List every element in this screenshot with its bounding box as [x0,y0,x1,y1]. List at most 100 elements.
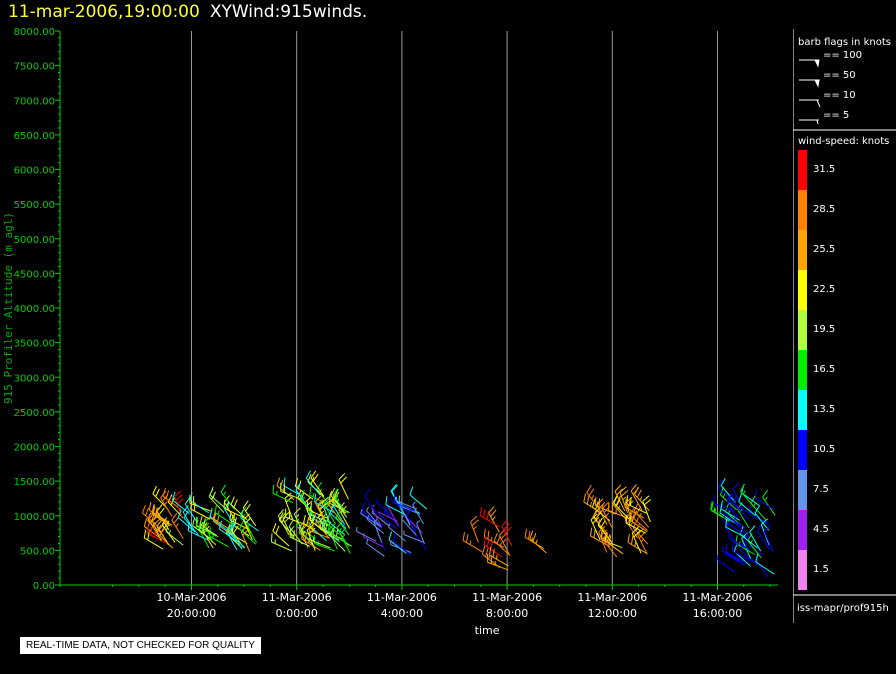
barb-shaft [462,540,483,553]
wind-barb [270,533,292,552]
barb-half-feather [341,534,346,538]
barb-feather [306,517,310,526]
grid-lines [191,31,719,585]
barb-shaft [321,528,340,543]
barb-feather [586,495,590,505]
barb-feather [603,505,611,513]
barb-feather [328,497,334,506]
barb-shaft [182,511,195,532]
speed-legend-label: 4.5 [813,524,829,535]
barb-feather [276,477,281,486]
barb-feather [488,506,495,514]
speed-legend-label: 28.5 [813,204,836,215]
wind-barb [142,504,160,528]
title-timestamp: 11-mar-2006,19:00:00 [8,2,200,22]
barb-feather [501,519,508,527]
barb-feather [496,535,501,544]
barb-feather [503,523,510,531]
barb-half-feather [490,536,493,542]
barb-feather [327,522,331,532]
barb-legend-label: == 100 [823,50,863,61]
barb-feather [739,526,744,535]
barb-shaft [385,504,406,516]
speed-legend-label: 13.5 [813,404,836,415]
barb-feather [720,477,726,486]
barb-half-feather [325,518,329,523]
barb-feather [245,503,251,512]
wind-barb [401,514,417,536]
barb-feather [627,500,631,510]
y-tick-label: 5500.00 [14,200,55,211]
barb-half-feather [728,534,731,539]
y-tick-label: 6500.00 [14,131,55,142]
barb-feather [527,530,531,540]
wind-barb [288,519,303,545]
barb-feather [630,535,634,545]
barb-feather [637,528,644,535]
wind-barb [755,555,769,578]
y-tick-label: 1000.00 [14,512,55,523]
barb-feather [626,495,629,504]
wind-barb [590,513,601,541]
barb-shaft [725,551,746,563]
wind-barb [364,488,378,515]
barb-shaft [160,497,173,517]
barb-feather [636,489,642,498]
barb-feather [332,526,335,535]
barb-half-feather [473,526,477,530]
wind-barb [314,493,335,513]
barb-shaft [394,502,415,512]
speed-color-swatch [798,390,807,430]
barb-feather [723,512,726,522]
barb-feather [470,515,478,523]
wind-barb [413,524,427,550]
barb-half-feather [495,554,498,560]
barb-shaft [740,534,759,549]
wind-barb [725,543,746,563]
barb-feather [603,531,608,541]
barb-feather [340,476,347,484]
barb-feather [143,529,147,539]
wind-barb [608,502,630,520]
barb-feather [409,486,414,496]
y-axis: 0.00 500.00 1000.00 1500.00 2000.00 2500.00 30… [14,27,61,592]
barb-feather [364,488,371,497]
barb-shaft [376,502,394,518]
barb-feather [760,518,769,525]
barb-feather [184,496,191,505]
barb-shaft [390,544,412,554]
barb-half-feather [610,540,613,546]
barb-feather [209,486,214,496]
barb-shaft [729,501,749,514]
barb-shaft [377,511,398,522]
barb-feather [199,515,203,525]
wind-barb [390,540,412,554]
barb-shaft [470,521,479,543]
wind-barb [763,525,774,552]
barb-feather [310,470,317,479]
barb-shaft [754,497,775,510]
wind-barb [529,530,547,554]
barb-legend-label: == 50 [823,70,856,81]
source-label: iss-mapr/prof915h [797,603,889,614]
x-tick-date: 11-Mar-2006 [262,591,332,604]
wind-barb [583,493,603,515]
barb-feather [288,519,295,527]
barb-feather [161,517,168,525]
barb-shaft [725,527,738,546]
barb-feather [152,485,158,494]
wind-barb [147,525,168,544]
x-tick-time: 0:00:00 [276,607,318,620]
barb-half-feather [307,538,310,544]
barb-feather [174,490,182,498]
barb-feather [312,473,319,482]
barb-shaft [756,530,770,550]
barb-feather [228,524,233,534]
barb-feather [336,520,343,529]
legend-panel: barb flags in knots == 100 == 50 == 10 == 5… [793,29,896,623]
barb-feather [487,530,490,540]
barb-shaft [387,506,399,527]
barb-feather [187,522,190,531]
barb-shaft [720,508,740,521]
barb-feather [294,477,299,487]
